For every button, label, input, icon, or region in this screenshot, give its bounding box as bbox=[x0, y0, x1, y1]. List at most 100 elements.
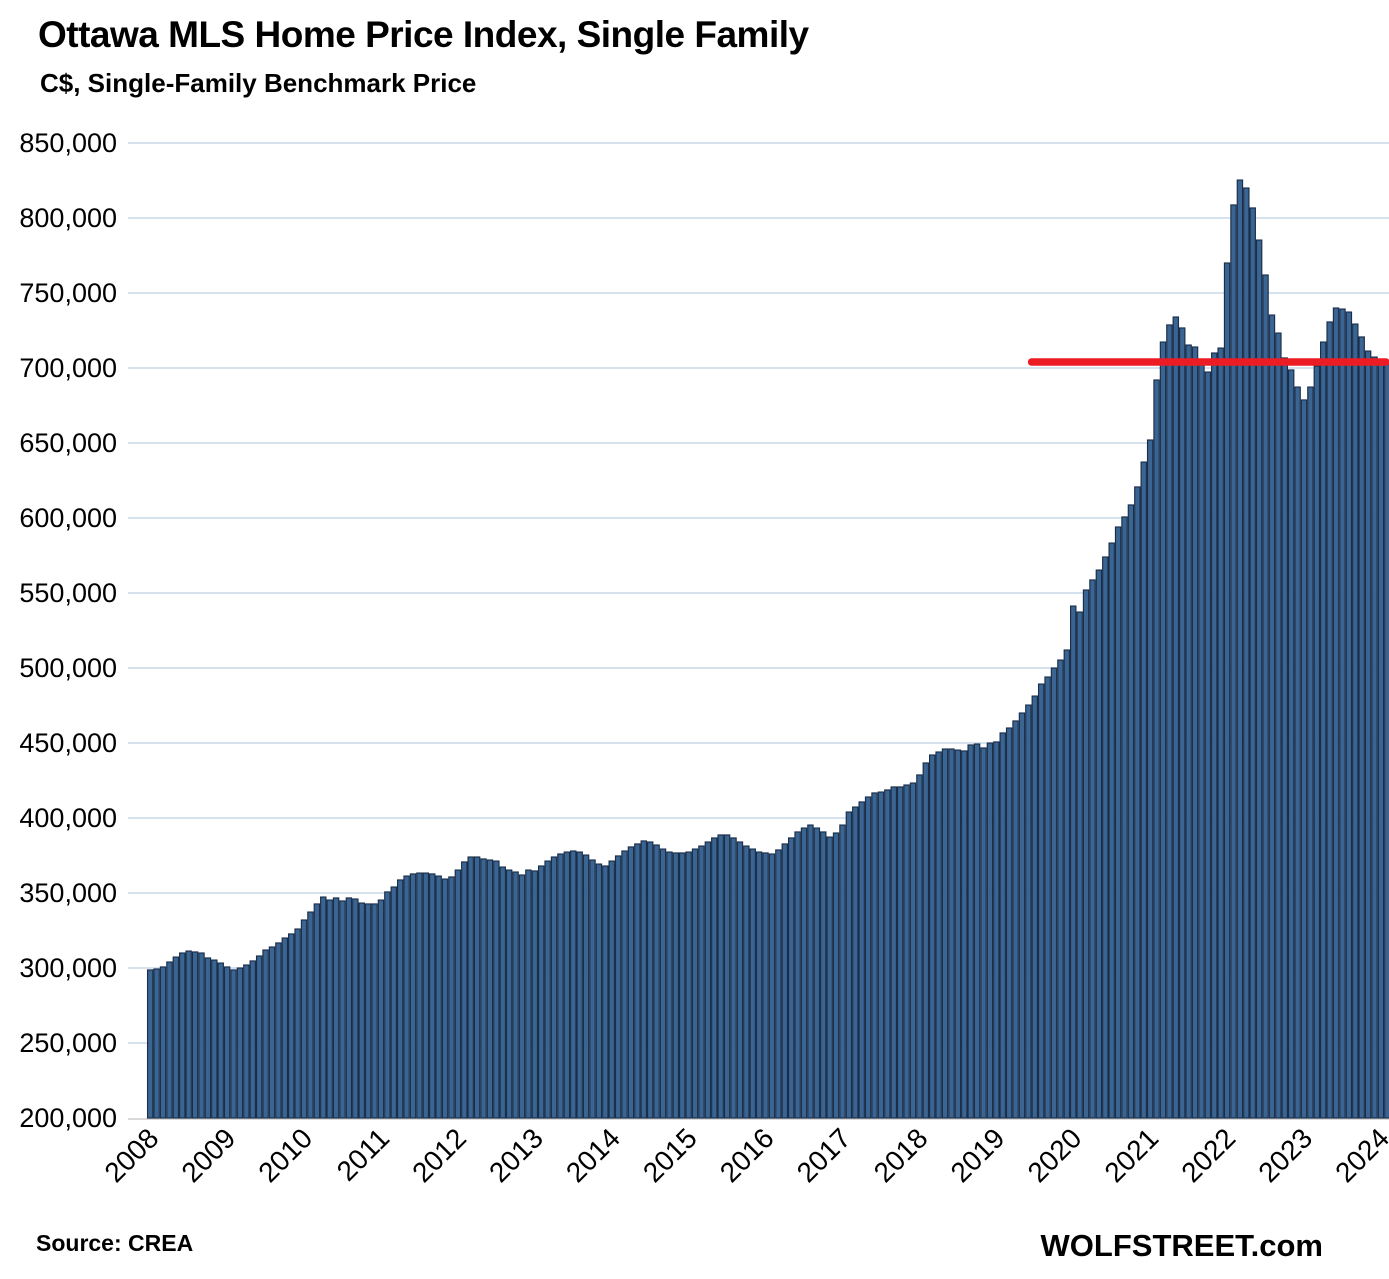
bar-2009-04 bbox=[243, 964, 250, 1119]
bar-2013-01 bbox=[531, 870, 539, 1119]
bar-2009-03 bbox=[236, 967, 244, 1119]
bar-2009-05 bbox=[249, 960, 256, 1119]
bar-2008-11 bbox=[211, 959, 218, 1119]
bar-2014-04 bbox=[627, 846, 635, 1119]
bar-2023-06 bbox=[1332, 307, 1340, 1119]
bar-2011-10 bbox=[435, 875, 442, 1119]
y-axis-label: 350,000 bbox=[19, 878, 117, 908]
bar-2011-12 bbox=[448, 876, 455, 1119]
bar-2019-05 bbox=[1018, 712, 1026, 1119]
bar-2020-10 bbox=[1127, 504, 1135, 1119]
bar-2023-08 bbox=[1345, 311, 1353, 1119]
bar-2017-07 bbox=[877, 791, 885, 1119]
bar-2020-07 bbox=[1108, 542, 1115, 1119]
bar-2020-01 bbox=[1070, 605, 1077, 1119]
bar-2016-03 bbox=[775, 849, 782, 1119]
bar-2017-06 bbox=[871, 792, 878, 1119]
bar-2014-05 bbox=[634, 843, 641, 1119]
bar-2016-09 bbox=[813, 827, 821, 1119]
x-axis-label: 2022 bbox=[1175, 1122, 1241, 1188]
bar-2015-11 bbox=[749, 848, 756, 1119]
page-title: Ottawa MLS Home Price Index, Single Fami… bbox=[38, 14, 809, 55]
bar-2016-10 bbox=[820, 831, 827, 1119]
bar-2022-10 bbox=[1281, 357, 1289, 1119]
bar-2019-07 bbox=[1031, 695, 1039, 1119]
source-label: Source: CREA bbox=[36, 1230, 194, 1256]
bar-2016-01 bbox=[762, 852, 769, 1119]
bar-2012-01 bbox=[454, 869, 462, 1119]
y-axis-label: 850,000 bbox=[19, 128, 117, 158]
bar-2022-07 bbox=[1262, 274, 1269, 1119]
bar-2009-12 bbox=[294, 928, 301, 1119]
y-axis-label: 500,000 bbox=[19, 653, 117, 683]
bar-2009-10 bbox=[281, 937, 289, 1119]
bar-2019-08 bbox=[1037, 683, 1045, 1119]
bar-2009-01 bbox=[223, 966, 231, 1119]
bar-2023-02 bbox=[1307, 386, 1314, 1119]
bar-2016-05 bbox=[787, 837, 795, 1119]
bar-2008-07 bbox=[185, 950, 192, 1119]
x-axis-label: 2010 bbox=[252, 1122, 318, 1188]
bar-2020-09 bbox=[1121, 516, 1128, 1119]
bar-2009-02 bbox=[230, 969, 237, 1119]
bar-2013-09 bbox=[582, 854, 590, 1119]
bar-2016-07 bbox=[800, 827, 808, 1119]
bar-2021-01 bbox=[1146, 439, 1154, 1119]
bar-2015-06 bbox=[717, 834, 724, 1119]
bar-2017-11 bbox=[903, 784, 910, 1119]
bar-2024-02 bbox=[1384, 360, 1389, 1119]
bar-2021-11 bbox=[1211, 352, 1218, 1119]
bar-2014-10 bbox=[666, 851, 673, 1119]
bar-2008-09 bbox=[198, 952, 205, 1119]
bar-2015-09 bbox=[736, 841, 744, 1119]
bar-2015-10 bbox=[743, 845, 750, 1119]
y-axis-label: 300,000 bbox=[19, 953, 117, 983]
bar-2017-01 bbox=[839, 824, 846, 1119]
bar-2015-04 bbox=[704, 841, 712, 1119]
bar-2008-10 bbox=[204, 957, 212, 1119]
bar-2022-01 bbox=[1223, 262, 1231, 1119]
bar-2017-09 bbox=[890, 786, 897, 1119]
bar-2024-01 bbox=[1377, 359, 1385, 1119]
bar-2008-02 bbox=[153, 968, 160, 1119]
bar-2018-11 bbox=[980, 747, 987, 1119]
bar-2023-01 bbox=[1300, 399, 1308, 1119]
y-axis-label: 550,000 bbox=[19, 578, 117, 608]
bar-2011-01 bbox=[377, 899, 385, 1119]
bar-2012-03 bbox=[467, 856, 474, 1119]
bar-2020-04 bbox=[1089, 579, 1096, 1119]
bar-2021-03 bbox=[1159, 341, 1167, 1119]
x-axis-label: 2015 bbox=[637, 1122, 703, 1188]
bar-2011-09 bbox=[429, 873, 436, 1119]
bar-2021-12 bbox=[1217, 347, 1224, 1119]
bar-2017-08 bbox=[884, 789, 891, 1119]
bar-2014-08 bbox=[653, 844, 660, 1119]
bar-2021-07 bbox=[1185, 344, 1192, 1119]
bar-2009-09 bbox=[275, 942, 282, 1119]
x-axis-label: 2023 bbox=[1252, 1122, 1318, 1188]
y-axis-label: 200,000 bbox=[19, 1103, 117, 1133]
bar-2023-04 bbox=[1320, 341, 1327, 1119]
bar-2013-07 bbox=[570, 850, 577, 1119]
bar-2018-01 bbox=[916, 774, 923, 1119]
bar-2021-02 bbox=[1153, 379, 1160, 1119]
bar-2018-02 bbox=[922, 762, 930, 1119]
bar-2019-11 bbox=[1057, 659, 1064, 1119]
bar-2021-05 bbox=[1172, 316, 1180, 1119]
bar-2016-11 bbox=[826, 836, 833, 1119]
bar-2013-02 bbox=[537, 865, 545, 1119]
bar-2018-08 bbox=[961, 750, 968, 1119]
bar-2019-10 bbox=[1050, 667, 1058, 1119]
bar-2023-12 bbox=[1371, 356, 1378, 1119]
bar-2010-03 bbox=[313, 903, 321, 1119]
bar-2021-10 bbox=[1204, 371, 1212, 1119]
bar-2011-05 bbox=[403, 875, 410, 1119]
bar-2023-03 bbox=[1313, 365, 1321, 1119]
bar-2023-09 bbox=[1352, 323, 1359, 1119]
bar-2012-11 bbox=[518, 874, 526, 1119]
bar-2023-07 bbox=[1339, 308, 1346, 1119]
bar-2013-08 bbox=[576, 851, 583, 1119]
bar-2015-03 bbox=[698, 845, 705, 1119]
bar-2011-03 bbox=[390, 886, 398, 1119]
